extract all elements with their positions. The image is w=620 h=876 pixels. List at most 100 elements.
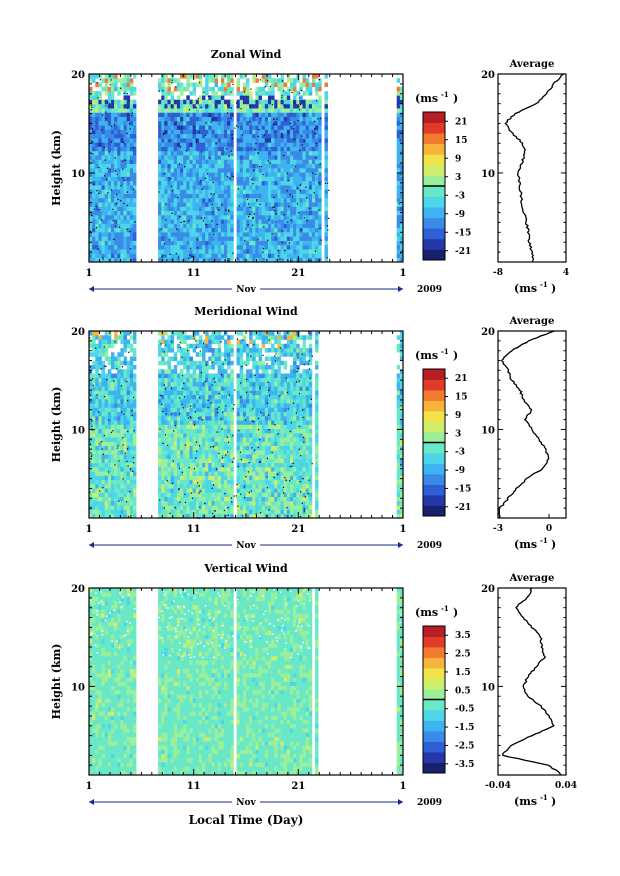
- heatmap-cell: [308, 146, 313, 152]
- heatmap-cell: [280, 193, 284, 199]
- heatmap-cell: [176, 390, 181, 396]
- contour-dot: [129, 230, 131, 233]
- heatmap-cell: [123, 484, 127, 489]
- heatmap-cell: [315, 227, 319, 233]
- heatmap-cell: [123, 133, 127, 139]
- heatmap-cell: [123, 420, 127, 425]
- heatmap-cell: [158, 441, 162, 447]
- heatmap-cell: [318, 240, 322, 246]
- heatmap-cell: [305, 146, 310, 152]
- heatmap-cell: [236, 202, 241, 207]
- heatmap-cell: [129, 236, 134, 241]
- heatmap-cell: [195, 138, 200, 143]
- heatmap-cell: [92, 407, 96, 413]
- heatmap-cell: [167, 411, 171, 417]
- heatmap-cell: [167, 116, 171, 122]
- heatmap-cell: [183, 420, 187, 425]
- heatmap-cell: [195, 227, 200, 233]
- contour-dot: [230, 91, 232, 93]
- heatmap-cell: [132, 445, 137, 451]
- heatmap-cell: [123, 454, 127, 459]
- contour-dot: [130, 248, 132, 250]
- heatmap-cell: [296, 78, 300, 83]
- heatmap-cell: [258, 206, 262, 212]
- heatmap-cell: [192, 454, 197, 459]
- heatmap-cell: [280, 219, 284, 224]
- heatmap-cell: [95, 116, 99, 122]
- heatmap-cell: [286, 163, 291, 169]
- heatmap-cell: [98, 146, 102, 152]
- heatmap-cell: [101, 163, 105, 169]
- heatmap-cell: [195, 428, 200, 434]
- contour-dot: [264, 86, 266, 88]
- heatmap-cell: [98, 121, 102, 126]
- heatmap-cell: [186, 403, 190, 408]
- heatmap-cell: [167, 236, 171, 241]
- average-frame: [497, 73, 567, 263]
- heatmap-cell: [101, 441, 105, 447]
- heatmap-cell: [264, 219, 269, 224]
- heatmap-cell: [164, 168, 168, 173]
- heatmap-cell: [205, 331, 209, 336]
- heatmap-cell: [95, 365, 99, 370]
- heatmap-cell: [293, 210, 297, 216]
- heatmap-cell: [158, 244, 162, 250]
- heatmap-cell: [283, 180, 288, 186]
- contour-dot: [253, 213, 255, 215]
- heatmap-cell: [202, 377, 206, 383]
- heatmap-cell: [92, 377, 96, 383]
- heatmap-cell: [246, 155, 250, 160]
- heatmap-cell: [189, 382, 193, 387]
- heatmap-cell: [189, 236, 193, 241]
- heatmap-cell: [214, 501, 219, 506]
- heatmap-cell: [293, 150, 297, 156]
- contour-dot: [228, 209, 230, 211]
- heatmap-cell: [299, 197, 303, 203]
- heatmap-cell: [104, 513, 109, 519]
- heatmap-cell: [255, 155, 259, 160]
- contour-dot: [108, 151, 110, 153]
- heatmap-cell: [205, 501, 209, 506]
- heatmap-cell: [123, 112, 127, 118]
- heatmap-cell: [89, 219, 93, 224]
- heatmap-cell: [242, 227, 247, 233]
- contour-dot: [300, 103, 302, 106]
- heatmap-cell: [211, 399, 215, 404]
- heatmap-cell: [224, 163, 228, 169]
- heatmap-cell: [114, 116, 118, 122]
- heatmap-cell: [173, 454, 178, 459]
- heatmap-cell: [267, 257, 272, 263]
- heatmap-cell: [120, 180, 124, 186]
- heatmap-cell: [220, 116, 225, 122]
- panel-title: Meridional Wind: [194, 305, 298, 318]
- heatmap-cell: [242, 219, 247, 224]
- heatmap-cell: [299, 244, 303, 250]
- heatmap-cell: [264, 112, 269, 118]
- heatmap-cell: [120, 420, 124, 425]
- heatmap-cell: [98, 163, 102, 169]
- heatmap-cell: [129, 492, 134, 498]
- heatmap-cell: [170, 394, 175, 400]
- heatmap-cell: [183, 74, 187, 79]
- heatmap-cell: [208, 484, 212, 489]
- heatmap-cell: [211, 437, 215, 442]
- contour-dot: [232, 83, 234, 85]
- heatmap-cell: [183, 180, 187, 186]
- heatmap-cell: [104, 348, 109, 353]
- heatmap-cell: [120, 382, 124, 387]
- heatmap-cell: [211, 386, 215, 391]
- heatmap-cell: [167, 185, 171, 190]
- heatmap-cell: [220, 180, 225, 186]
- heatmap-cell: [205, 249, 209, 254]
- heatmap-cell: [318, 215, 322, 220]
- heatmap-cell: [277, 99, 281, 105]
- heatmap-cell: [315, 74, 319, 79]
- heatmap-cell: [170, 99, 175, 105]
- heatmap-cell: [305, 103, 310, 109]
- heatmap-cell: [95, 382, 99, 387]
- heatmap-cell: [195, 159, 200, 165]
- heatmap-cell: [183, 176, 187, 182]
- contour-dot: [300, 89, 302, 92]
- heatmap-cell: [167, 112, 171, 118]
- heatmap-cell: [170, 407, 175, 413]
